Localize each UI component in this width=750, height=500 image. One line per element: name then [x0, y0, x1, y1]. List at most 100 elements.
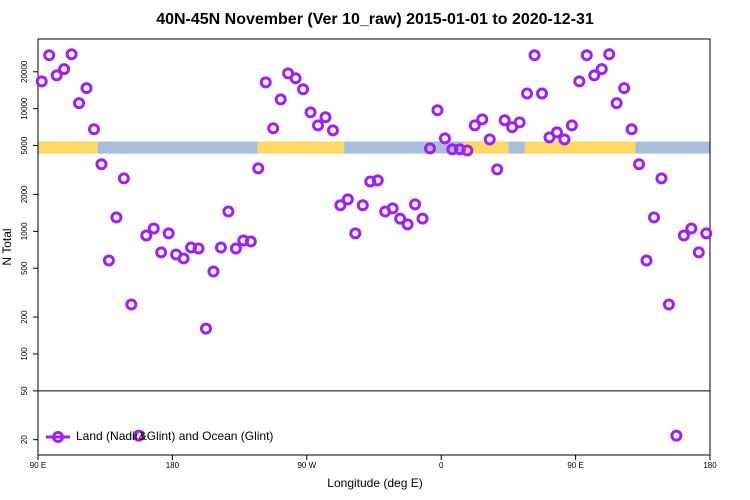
point [394, 212, 407, 225]
point [491, 163, 504, 176]
point [633, 158, 646, 171]
point [685, 222, 698, 235]
point [588, 69, 601, 82]
y-tick-label: 10000 [20, 97, 29, 120]
point [521, 87, 534, 100]
chart-title: 40N-45N November (Ver 10_raw) 2015-01-01… [156, 11, 594, 28]
point [319, 111, 332, 124]
y-tick-label: 100 [20, 347, 29, 361]
point [573, 75, 586, 88]
point [304, 106, 317, 119]
point [625, 123, 638, 136]
point [73, 97, 86, 110]
point [88, 123, 100, 136]
point [155, 246, 168, 259]
point [595, 63, 608, 76]
x-tick-label: 0 [439, 461, 444, 470]
point [200, 322, 212, 335]
point [207, 265, 220, 278]
point [117, 172, 130, 185]
point [229, 242, 242, 255]
point [655, 172, 668, 185]
point [110, 211, 123, 224]
point [662, 298, 675, 311]
point [677, 229, 690, 242]
y-tick-label: 50 [20, 386, 29, 395]
point [274, 93, 287, 106]
point [670, 429, 683, 442]
point [648, 211, 660, 224]
point [244, 235, 257, 248]
point [252, 162, 265, 175]
point [50, 69, 63, 82]
point [461, 144, 474, 157]
x-tick-label: 90 W [297, 461, 316, 470]
point [401, 218, 414, 231]
point [438, 132, 451, 145]
y-tick-label: 200 [20, 310, 29, 324]
point [80, 82, 93, 95]
y-tick-label: 500 [20, 261, 29, 275]
surface-band [524, 141, 636, 154]
x-tick-label: 180 [703, 461, 717, 470]
point [132, 429, 145, 442]
point [35, 75, 48, 88]
point [692, 246, 705, 259]
point [140, 229, 153, 242]
plot-frame [37, 38, 711, 456]
point [431, 104, 444, 117]
surface-band [257, 141, 345, 154]
legend-label: Land (Nadir&Glint) and Ocean (Glint) [76, 429, 273, 443]
point [58, 63, 71, 76]
y-tick-label: 20 [20, 435, 29, 444]
point [102, 254, 115, 267]
point [603, 48, 616, 61]
point [476, 113, 489, 126]
point [162, 227, 175, 240]
point [468, 119, 481, 132]
point [416, 212, 429, 225]
point [446, 143, 459, 156]
point [565, 119, 578, 132]
surface-band [97, 141, 258, 154]
point [550, 126, 563, 139]
point [334, 199, 347, 212]
legend-marker [52, 431, 64, 443]
y-tick-label: 1000 [20, 222, 29, 240]
point [65, 48, 78, 61]
point [483, 133, 496, 146]
y-tick-label: 2000 [20, 185, 29, 203]
point [125, 298, 138, 311]
point [700, 227, 713, 240]
point [43, 49, 56, 62]
x-tick-label: 180 [166, 461, 180, 470]
point [312, 119, 324, 132]
point [424, 142, 436, 155]
x-tick-label: 90 E [567, 461, 583, 470]
point [558, 133, 571, 146]
point [610, 97, 623, 110]
point [513, 116, 526, 129]
y-tick-label: 5000 [20, 136, 29, 154]
point [528, 49, 541, 62]
point [177, 252, 190, 265]
point [386, 202, 399, 215]
point [267, 122, 280, 135]
y-tick-label: 20000 [20, 60, 29, 83]
point [297, 83, 310, 96]
surface-band [463, 141, 509, 154]
x-tick-label: 90 E [30, 461, 46, 470]
point [95, 158, 108, 171]
surface-band [635, 141, 710, 154]
surface-band [38, 141, 98, 154]
point [341, 193, 354, 206]
surface-band [508, 141, 525, 154]
point [289, 72, 302, 85]
point [409, 198, 422, 211]
x-axis-label: Longitude (deg E) [327, 476, 422, 490]
point [349, 227, 362, 240]
point [259, 76, 272, 89]
point [536, 87, 548, 100]
y-axis-label: N Total [0, 228, 14, 265]
